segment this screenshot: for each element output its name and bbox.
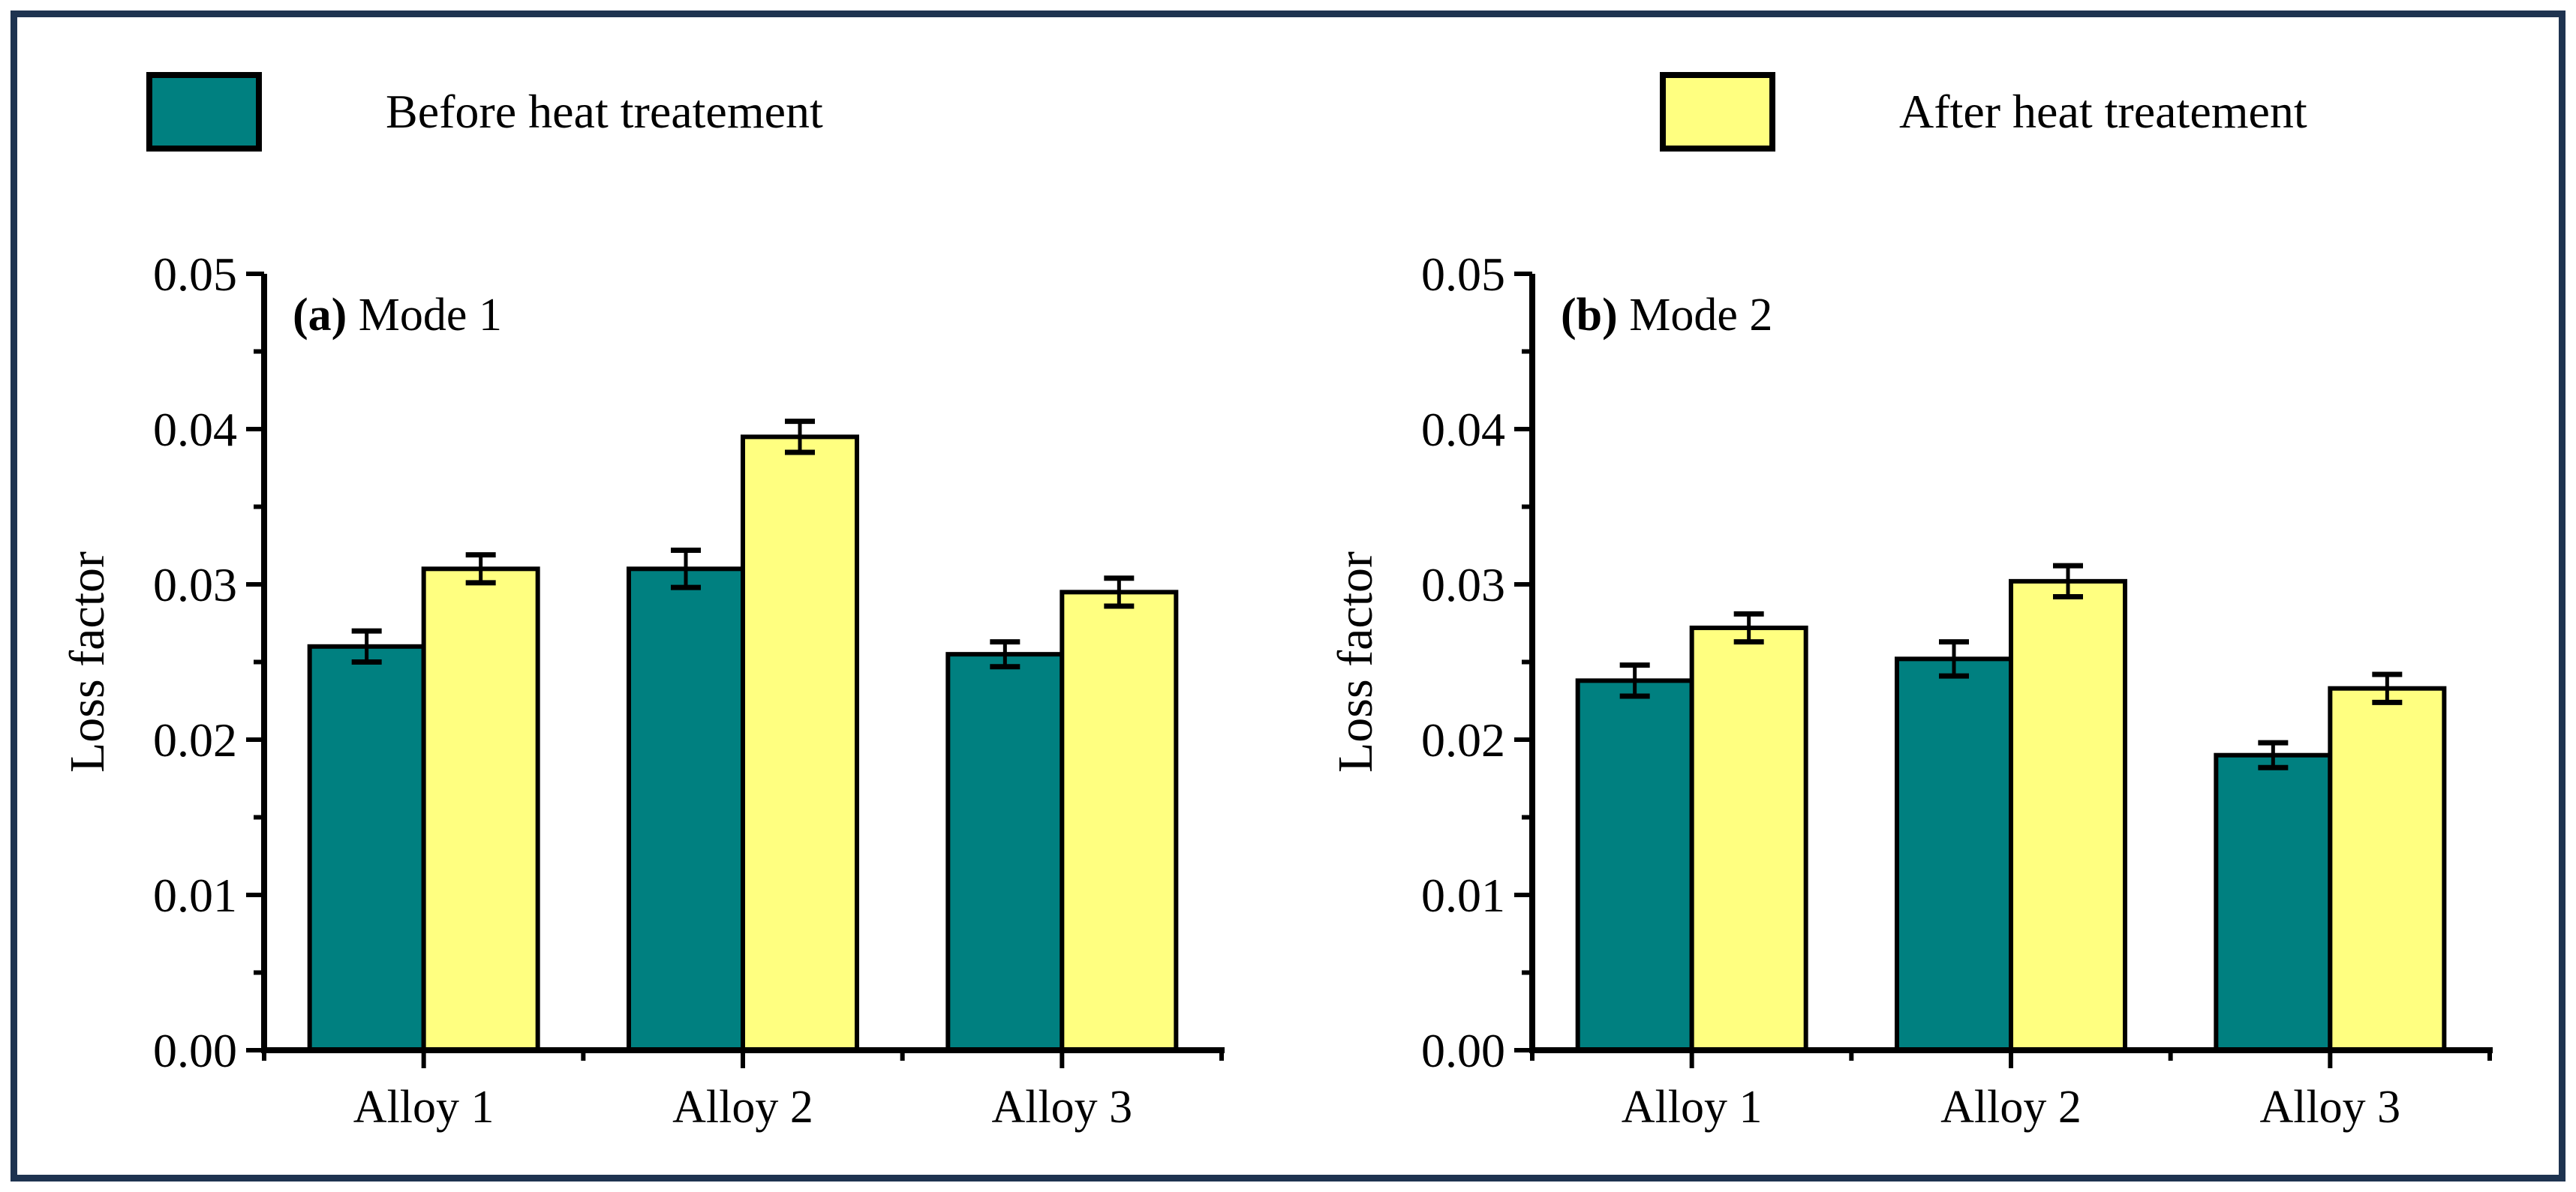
svg-text:0.03: 0.03 xyxy=(1421,558,1505,611)
svg-text:(b) Mode 2: (b) Mode 2 xyxy=(1561,290,1772,341)
svg-text:0.00: 0.00 xyxy=(1421,1024,1505,1077)
svg-text:Alloy 3: Alloy 3 xyxy=(991,1082,1132,1133)
svg-text:(a) Mode 1: (a) Mode 1 xyxy=(293,290,502,341)
legend-item-before: Before heat treatement xyxy=(146,72,823,152)
svg-text:0.01: 0.01 xyxy=(153,869,237,922)
svg-text:Loss factor: Loss factor xyxy=(68,551,115,773)
legend-label-before: Before heat treatement xyxy=(386,85,823,138)
legend-swatch-before xyxy=(146,72,262,152)
svg-text:0.05: 0.05 xyxy=(153,248,237,301)
svg-text:Alloy 2: Alloy 2 xyxy=(672,1082,813,1133)
svg-text:Alloy 1: Alloy 1 xyxy=(1622,1082,1763,1133)
svg-text:0.02: 0.02 xyxy=(1421,713,1505,767)
svg-text:0.01: 0.01 xyxy=(1421,869,1505,922)
svg-text:Alloy 1: Alloy 1 xyxy=(353,1082,494,1133)
svg-text:Alloy 3: Alloy 3 xyxy=(2259,1082,2400,1133)
chart-mode-1: 0.00 0.01 0.02 0.03 0.04 0.05 Alloy 1 Alloy 2 Al… xyxy=(68,248,1225,1133)
svg-text:Alloy 2: Alloy 2 xyxy=(1940,1082,2082,1133)
svg-text:Loss factor: Loss factor xyxy=(1336,551,1383,773)
chart-mode-2: 0.00 0.01 0.02 0.03 0.04 0.05 Alloy 1 Alloy 2 Al… xyxy=(1336,248,2493,1133)
svg-text:0.02: 0.02 xyxy=(153,713,237,767)
svg-text:0.00: 0.00 xyxy=(153,1024,237,1077)
legend-label-after: After heat treatement xyxy=(1899,85,2307,138)
legend-item-after: After heat treatement xyxy=(1660,72,2307,152)
figure-border xyxy=(11,11,2565,1181)
svg-text:0.04: 0.04 xyxy=(1421,403,1505,456)
svg-text:0.04: 0.04 xyxy=(153,403,237,456)
legend-swatch-after xyxy=(1660,72,1775,152)
svg-text:0.05: 0.05 xyxy=(1421,248,1505,301)
svg-text:0.03: 0.03 xyxy=(153,558,237,611)
